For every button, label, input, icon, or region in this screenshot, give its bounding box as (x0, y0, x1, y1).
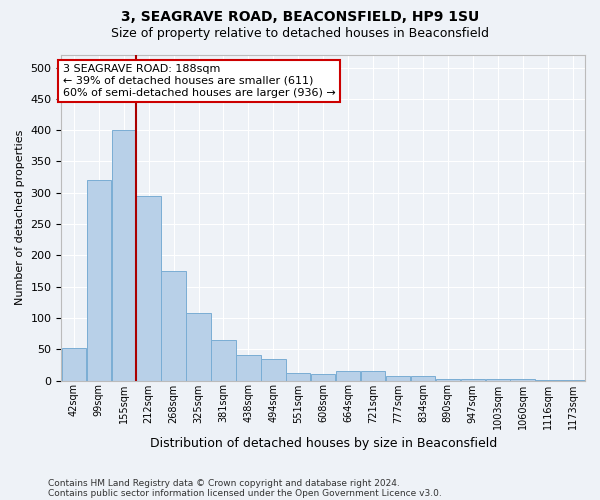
Bar (86, 180, 111, 380)
X-axis label: Distribution of detached houses by size in Beaconsfield: Distribution of detached houses by size … (149, 437, 497, 450)
Bar (236, 356, 260, 380)
Bar (411, 376, 435, 380)
Text: Contains HM Land Registry data © Crown copyright and database right 2024.: Contains HM Land Registry data © Crown c… (48, 478, 400, 488)
Text: 3, SEAGRAVE ROAD, BEACONSFIELD, HP9 1SU: 3, SEAGRAVE ROAD, BEACONSFIELD, HP9 1SU (121, 10, 479, 24)
Bar (62, 348, 86, 380)
Text: Contains public sector information licensed under the Open Government Licence v3: Contains public sector information licen… (48, 488, 442, 498)
Bar (187, 313, 211, 380)
Bar (386, 376, 410, 380)
Bar (261, 358, 286, 380)
Bar (112, 130, 136, 380)
Bar (436, 378, 460, 380)
Y-axis label: Number of detached properties: Number of detached properties (15, 130, 25, 306)
Bar (361, 371, 385, 380)
Bar (161, 271, 186, 380)
Bar (286, 373, 310, 380)
Text: 3 SEAGRAVE ROAD: 188sqm
← 39% of detached houses are smaller (611)
60% of semi-d: 3 SEAGRAVE ROAD: 188sqm ← 39% of detache… (62, 64, 335, 98)
Bar (485, 378, 510, 380)
Bar (311, 374, 335, 380)
Bar (211, 340, 236, 380)
Text: Size of property relative to detached houses in Beaconsfield: Size of property relative to detached ho… (111, 28, 489, 40)
Bar (136, 196, 161, 380)
Bar (336, 371, 361, 380)
